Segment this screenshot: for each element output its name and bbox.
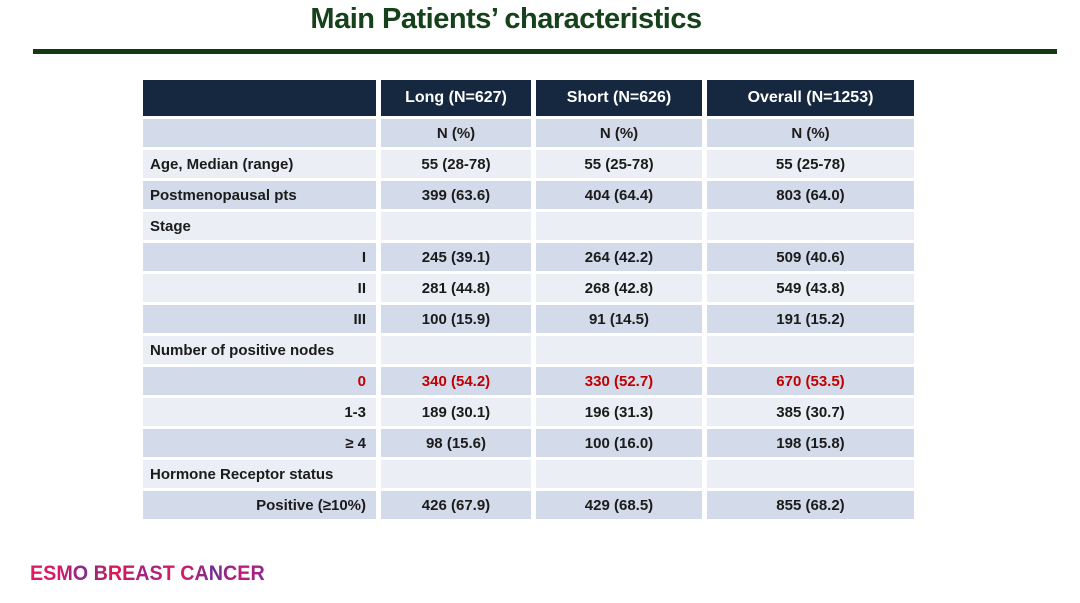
row-label: II [143, 274, 376, 302]
cell-value: 429 (68.5) [536, 491, 702, 519]
title-underline [33, 49, 1057, 54]
cell-value: 100 (16.0) [536, 429, 702, 457]
cell-value: 55 (28-78) [381, 150, 531, 178]
row-label: I [143, 243, 376, 271]
row-label: Positive (≥10%) [143, 491, 376, 519]
esmo-breast-cancer-logo: ESMO BREAST CANCER [30, 562, 265, 585]
cell-value: 245 (39.1) [381, 243, 531, 271]
cell-value: 98 (15.6) [381, 429, 531, 457]
cell-value [381, 460, 531, 488]
subheader-cell: N (%) [381, 119, 531, 147]
cell-value [381, 212, 531, 240]
cell-value [381, 336, 531, 364]
row-label: 1-3 [143, 398, 376, 426]
patients-table: Long (N=627) Short (N=626) Overall (N=1253… [143, 80, 914, 519]
row-label: Number of positive nodes [143, 336, 376, 364]
cell-value: 281 (44.8) [381, 274, 531, 302]
cell-value: 189 (30.1) [381, 398, 531, 426]
cell-value: 549 (43.8) [707, 274, 914, 302]
cell-value: 55 (25-78) [536, 150, 702, 178]
cell-value: 91 (14.5) [536, 305, 702, 333]
row-label: Postmenopausal pts [143, 181, 376, 209]
row-label: ≥ 4 [143, 429, 376, 457]
cell-value [707, 336, 914, 364]
column-header: Long (N=627) [381, 80, 531, 116]
row-label: III [143, 305, 376, 333]
cell-value [536, 336, 702, 364]
row-label: Age, Median (range) [143, 150, 376, 178]
column-header: Overall (N=1253) [707, 80, 914, 116]
column-header: Short (N=626) [536, 80, 702, 116]
cell-value: 670 (53.5) [707, 367, 914, 395]
cell-value: 399 (63.6) [381, 181, 531, 209]
cell-value [707, 460, 914, 488]
cell-value: 509 (40.6) [707, 243, 914, 271]
cell-value: 385 (30.7) [707, 398, 914, 426]
cell-value [536, 460, 702, 488]
cell-value: 404 (64.4) [536, 181, 702, 209]
row-label: Hormone Receptor status [143, 460, 376, 488]
cell-value: 803 (64.0) [707, 181, 914, 209]
cell-value [536, 212, 702, 240]
cell-value: 330 (52.7) [536, 367, 702, 395]
cell-value: 855 (68.2) [707, 491, 914, 519]
cell-value: 426 (67.9) [381, 491, 531, 519]
cell-value: 191 (15.2) [707, 305, 914, 333]
header-empty-cell [143, 80, 376, 116]
cell-value: 55 (25-78) [707, 150, 914, 178]
row-label: 0 [143, 367, 376, 395]
page-title: Main Patients’ characteristics [310, 3, 702, 35]
cell-value: 264 (42.2) [536, 243, 702, 271]
subheader-cell: N (%) [536, 119, 702, 147]
cell-value: 340 (54.2) [381, 367, 531, 395]
cell-value: 196 (31.3) [536, 398, 702, 426]
subheader-label-cell [143, 119, 376, 147]
cell-value: 100 (15.9) [381, 305, 531, 333]
cell-value [707, 212, 914, 240]
cell-value: 268 (42.8) [536, 274, 702, 302]
row-label: Stage [143, 212, 376, 240]
cell-value: 198 (15.8) [707, 429, 914, 457]
subheader-cell: N (%) [707, 119, 914, 147]
